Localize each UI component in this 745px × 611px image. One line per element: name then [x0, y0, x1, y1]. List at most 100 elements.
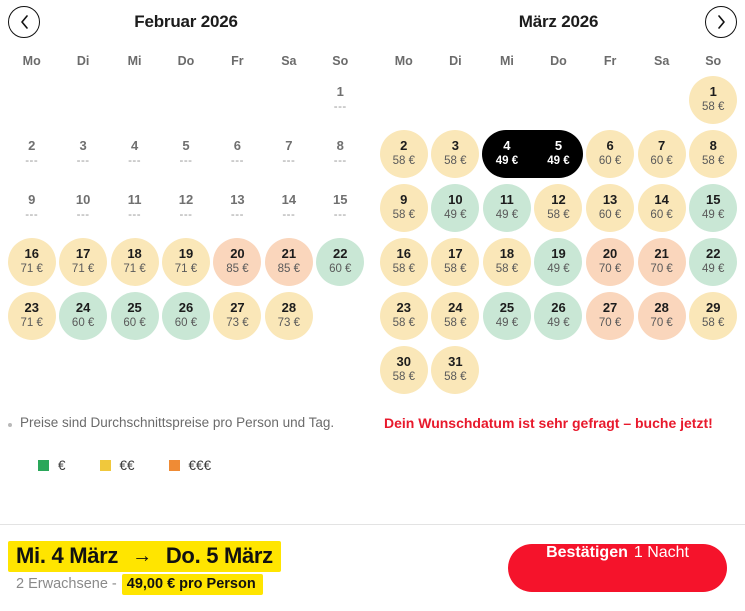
day-price: 58 € — [392, 155, 415, 168]
day-29[interactable]: 29 58 € — [689, 292, 738, 340]
day-8[interactable]: 8 58 € — [689, 130, 738, 178]
calendar-cell: 31 58 € — [430, 344, 482, 396]
day-30[interactable]: 30 58 € — [379, 346, 428, 394]
day-12[interactable]: 12 58 € — [534, 184, 583, 232]
calendar-cell: 15 --- — [315, 182, 366, 234]
day-price: 60 € — [650, 155, 673, 168]
calendar-cell: 18 58 € — [481, 236, 533, 288]
day-18[interactable]: 18 71 € — [110, 238, 159, 286]
day-number: 16 — [396, 246, 412, 262]
day-number: 26 — [551, 300, 566, 316]
day-price: --- — [76, 209, 90, 222]
day-price: 58 € — [702, 101, 725, 114]
day-22[interactable]: 22 60 € — [316, 238, 365, 286]
day-number: 13 — [602, 192, 618, 208]
calendar-week-row: 9 58 €10 49 €11 49 €12 58 €13 60 €14 60 €15 49 … — [378, 182, 739, 234]
day-18[interactable]: 18 58 € — [482, 238, 531, 286]
day-6[interactable]: 6 60 € — [586, 130, 635, 178]
day-31[interactable]: 31 58 € — [431, 346, 480, 394]
day-3[interactable]: 3 58 € — [431, 130, 480, 178]
day-15[interactable]: 15 49 € — [689, 184, 738, 232]
day-28[interactable]: 28 70 € — [637, 292, 686, 340]
day-7[interactable]: 7 60 € — [637, 130, 686, 178]
day-23[interactable]: 23 71 € — [7, 292, 56, 340]
day-number: 18 — [499, 246, 515, 262]
day-28[interactable]: 28 73 € — [264, 292, 313, 340]
day-price: 58 € — [392, 317, 415, 330]
day-24[interactable]: 24 60 € — [59, 292, 108, 340]
calendar-cell: 21 85 € — [263, 236, 314, 288]
day-26[interactable]: 26 60 € — [161, 292, 210, 340]
day-number: 19 — [551, 246, 566, 262]
day-price: 58 € — [444, 155, 467, 168]
day-10[interactable]: 10 49 € — [431, 184, 480, 232]
weekday-label-di: Di — [76, 54, 90, 68]
calendar-cell: 22 49 € — [687, 236, 739, 288]
day-price: 58 € — [392, 371, 415, 384]
next-month-button[interactable] — [705, 6, 737, 38]
day-number: 18 — [127, 246, 142, 262]
weeks-march: 1 58 € 2 58 €3 58 €4 49 €5 49 €6 60 €7 60 €8 58 €… — [372, 74, 745, 396]
legend-item-2: €€ — [99, 458, 135, 473]
day-9[interactable]: 9 58 € — [379, 184, 428, 232]
day-16[interactable]: 16 71 € — [7, 238, 56, 286]
day-2[interactable]: 2 58 € — [379, 130, 428, 178]
day-19[interactable]: 19 71 € — [161, 238, 210, 286]
day-19[interactable]: 19 49 € — [534, 238, 583, 286]
day-price: --- — [282, 209, 296, 222]
legend-swatch-icon — [38, 460, 49, 472]
day-5[interactable]: 5 49 € — [534, 130, 582, 178]
day-6: 6 --- — [213, 130, 261, 178]
day-20[interactable]: 20 85 € — [213, 238, 262, 286]
day-25[interactable]: 25 60 € — [110, 292, 159, 340]
calendar-cell: 26 60 € — [160, 290, 211, 342]
day-17[interactable]: 17 58 € — [431, 238, 480, 286]
calendar-cell: 3 --- — [57, 128, 108, 180]
day-21[interactable]: 21 70 € — [637, 238, 686, 286]
calendar-cell: 3 58 € — [430, 128, 482, 180]
day-price: --- — [230, 209, 244, 222]
day-number: 4 — [130, 138, 139, 154]
day-4[interactable]: 4 49 € — [483, 130, 531, 178]
day-number: 27 — [230, 300, 245, 316]
day-27[interactable]: 27 70 € — [586, 292, 635, 340]
day-13[interactable]: 13 60 € — [586, 184, 635, 232]
day-23[interactable]: 23 58 € — [379, 292, 428, 340]
day-27[interactable]: 27 73 € — [213, 292, 262, 340]
calendar-cell: 24 58 € — [430, 290, 482, 342]
calendar-cell: 11 49 € — [481, 182, 533, 234]
confirm-button-label: Bestätigen — [546, 544, 628, 561]
day-26[interactable]: 26 49 € — [534, 292, 583, 340]
calendar-cell: 24 60 € — [57, 290, 108, 342]
prev-month-button[interactable] — [8, 6, 40, 38]
calendar-cell: 5 --- — [160, 128, 211, 180]
day-25[interactable]: 25 49 € — [482, 292, 531, 340]
day-price: 49 € — [495, 155, 519, 168]
day-number: 19 — [178, 246, 194, 262]
day-1[interactable]: 1 58 € — [689, 76, 738, 124]
day-number: 2 — [28, 138, 36, 154]
day-price: --- — [76, 155, 90, 168]
day-24[interactable]: 24 58 € — [431, 292, 480, 340]
confirm-button[interactable]: Bestätigen 1 Nacht — [508, 544, 727, 592]
day-number: 1 — [336, 84, 344, 100]
day-16[interactable]: 16 58 € — [379, 238, 428, 286]
legend-item-3: €€€ — [168, 458, 211, 473]
calendar-cell: 1 58 € — [687, 74, 739, 126]
calendar-cell: 9 58 € — [378, 182, 430, 234]
day-17[interactable]: 17 71 € — [59, 238, 108, 286]
calendar-cell: 17 58 € — [430, 236, 482, 288]
calendar-week-row: 30 58 €31 58 € — [378, 344, 739, 396]
day-15: 15 --- — [316, 184, 364, 232]
calendar-cell: 17 71 € — [57, 236, 108, 288]
day-20[interactable]: 20 70 € — [586, 238, 635, 286]
calendar-cell: 25 49 € — [481, 290, 533, 342]
selected-date-range: Mi. 4 März → Do. 5 März — [8, 541, 281, 572]
day-price: 71 € — [20, 317, 43, 330]
day-number: 26 — [178, 300, 194, 316]
day-21[interactable]: 21 85 € — [264, 238, 313, 286]
day-11[interactable]: 11 49 € — [482, 184, 531, 232]
day-22[interactable]: 22 49 € — [689, 238, 738, 286]
day-14[interactable]: 14 60 € — [637, 184, 686, 232]
day-10: 10 --- — [59, 184, 107, 232]
